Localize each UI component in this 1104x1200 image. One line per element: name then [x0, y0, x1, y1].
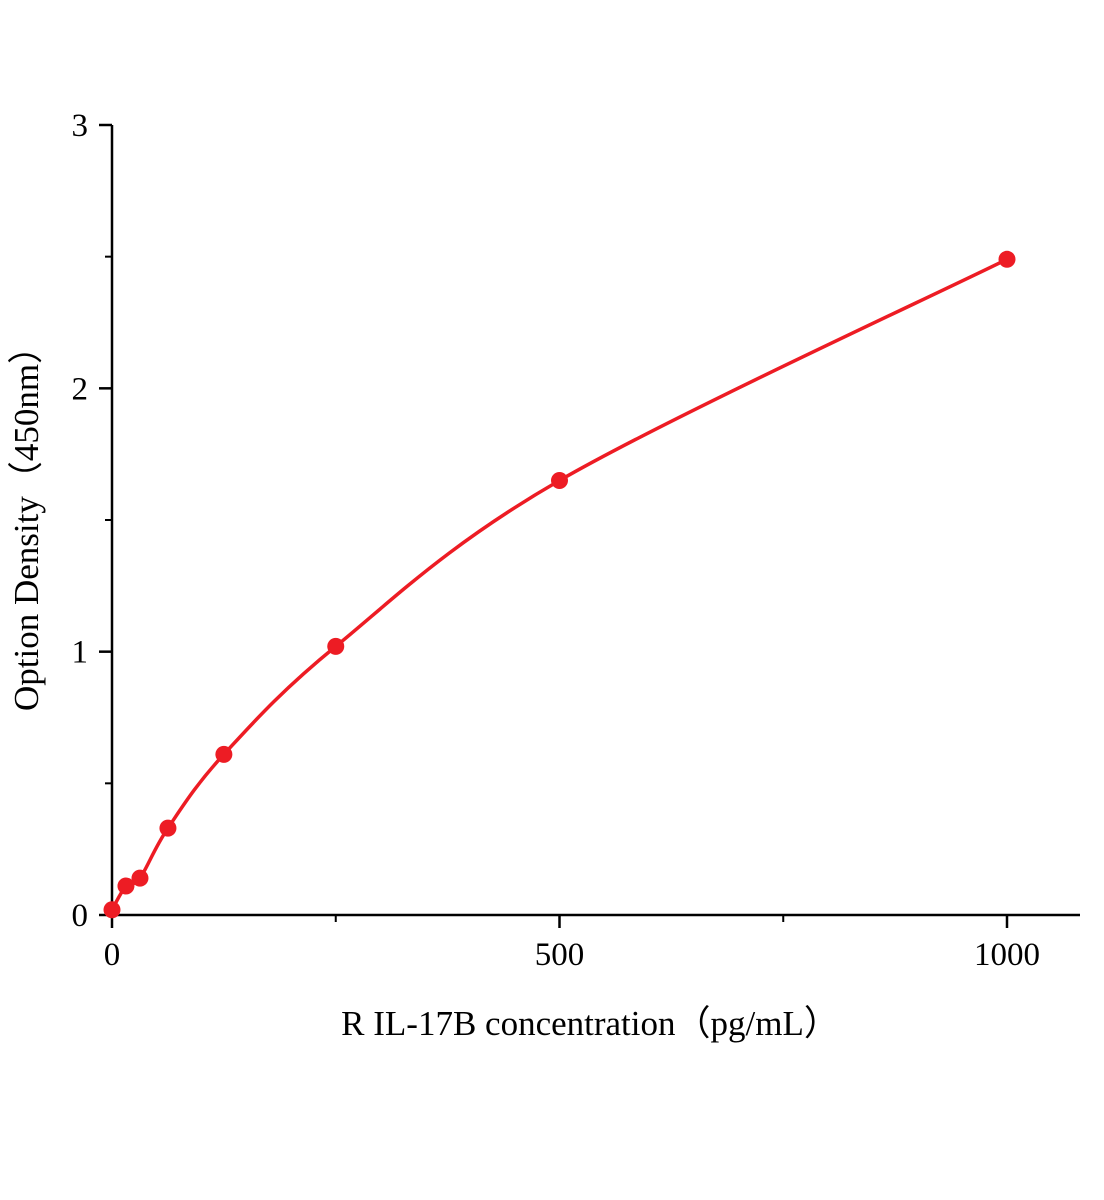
x-tick-label: 500 [535, 937, 585, 973]
data-point [117, 877, 135, 895]
y-tick-label: 1 [72, 635, 89, 671]
x-tick-label: 1000 [974, 937, 1040, 973]
y-tick-label: 2 [72, 371, 89, 407]
data-point [159, 819, 177, 837]
data-point [215, 745, 233, 763]
tick-labels: 0 500 1000 0 1 2 3 [72, 108, 1041, 973]
data-point [103, 901, 121, 919]
data-point [551, 472, 568, 489]
fit-curve [110, 257, 1008, 911]
y-tick-label: 0 [72, 898, 89, 934]
data-point [998, 250, 1016, 268]
y-axis-title: Option Density（450nm） [7, 329, 46, 711]
plot-area [99, 123, 1080, 928]
y-tick-label: 3 [72, 108, 89, 144]
data-point [327, 637, 345, 655]
x-tick-label: 0 [104, 937, 121, 973]
data-point [131, 869, 149, 887]
x-axis-title: R IL-17B concentration（pg/mL） [341, 1004, 839, 1043]
